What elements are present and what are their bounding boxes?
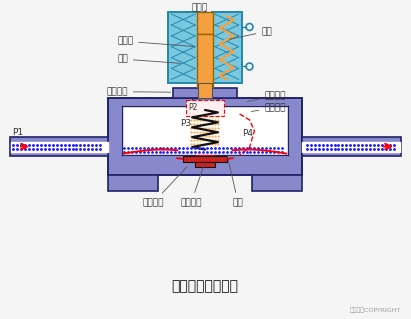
Text: 平衡孔道: 平衡孔道 bbox=[106, 87, 171, 96]
Bar bbox=[198, 83, 212, 98]
Text: 管道联系式电磁阀: 管道联系式电磁阀 bbox=[171, 279, 238, 293]
Text: 东方仿真COPYRIGHT: 东方仿真COPYRIGHT bbox=[349, 307, 401, 313]
Text: 弹簧: 弹簧 bbox=[229, 27, 272, 39]
Bar bbox=[11, 142, 108, 152]
Text: P1: P1 bbox=[12, 128, 23, 137]
Bar bbox=[122, 106, 288, 155]
Text: P2: P2 bbox=[188, 103, 198, 112]
Bar bbox=[195, 162, 215, 167]
Bar bbox=[169, 12, 198, 83]
Bar bbox=[252, 175, 302, 191]
Text: 泄压孔道: 泄压孔道 bbox=[251, 103, 286, 112]
Bar bbox=[173, 88, 237, 98]
Bar bbox=[302, 142, 400, 152]
Bar bbox=[197, 12, 213, 34]
Bar bbox=[186, 100, 224, 116]
Bar bbox=[108, 175, 157, 191]
Text: 主阀阀芯: 主阀阀芯 bbox=[180, 165, 204, 207]
Text: 膜片: 膜片 bbox=[227, 156, 243, 207]
Text: 守阀阀座: 守阀阀座 bbox=[247, 91, 286, 101]
Bar bbox=[108, 98, 302, 175]
Bar bbox=[212, 12, 242, 83]
Text: 主阀阀座: 主阀阀座 bbox=[143, 167, 187, 207]
Text: 定铁心: 定铁心 bbox=[191, 3, 207, 12]
Text: 线圈: 线圈 bbox=[117, 55, 180, 63]
Bar bbox=[192, 98, 218, 112]
Text: P4: P4 bbox=[242, 129, 254, 138]
Text: 动铁心: 动铁心 bbox=[117, 37, 194, 47]
Text: P3: P3 bbox=[180, 119, 192, 128]
Bar bbox=[197, 34, 213, 87]
Bar bbox=[183, 156, 227, 162]
Bar bbox=[302, 137, 401, 156]
Bar bbox=[10, 137, 108, 156]
